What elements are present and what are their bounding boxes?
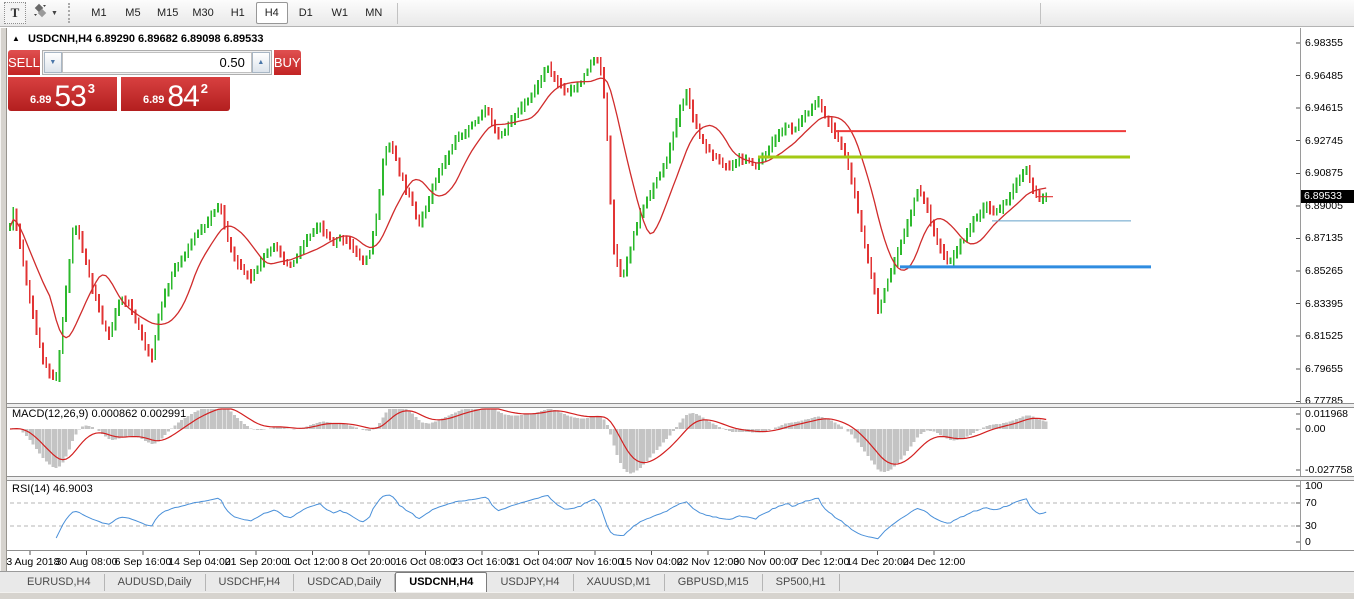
buy-price-pip: 2 xyxy=(200,81,209,96)
time-axis-label: 1 Oct 12:00 xyxy=(285,556,340,568)
price-axis-label: 6.81525 xyxy=(1305,330,1343,343)
chart-tab-audusd[interactable]: AUDUSD,Daily xyxy=(105,574,206,591)
chart-tab-xauusd[interactable]: XAUUSD,M1 xyxy=(574,574,665,591)
time-axis-label: 14 Sep 04:00 xyxy=(168,556,231,568)
rsi-axis-label: 0 xyxy=(1305,536,1311,548)
sell-price-base: 6.89 xyxy=(29,94,52,106)
buy-price-box[interactable]: 6.89 84 2 xyxy=(121,77,230,113)
volume-decrease-button[interactable]: ▼ xyxy=(43,52,62,73)
timeframe-button-m15[interactable]: M15 xyxy=(156,7,179,19)
time-axis-label: 16 Oct 08:00 xyxy=(395,556,456,568)
sell-price-box[interactable]: 6.89 53 3 xyxy=(8,77,117,113)
volume-input[interactable] xyxy=(61,52,252,73)
time-axis-label: 30 Aug 08:00 xyxy=(55,556,118,568)
chart-tab-sp500[interactable]: SP500,H1 xyxy=(763,574,840,591)
price-axis-border xyxy=(1300,28,1301,550)
macd-label: MACD(12,26,9) 0.000862 0.002991 xyxy=(12,408,187,420)
time-axis-label: 24 Dec 12:00 xyxy=(902,556,966,568)
window-bottom-edge xyxy=(0,592,1354,599)
timeframe-button-m5[interactable]: M5 xyxy=(125,7,141,19)
macd-axis-label: 0.00 xyxy=(1305,423,1326,435)
price-axis-label: 6.79655 xyxy=(1305,362,1343,375)
chart-tab-eurusd[interactable]: EURUSD,H4 xyxy=(14,574,105,591)
time-axis-label: 23 Oct 16:00 xyxy=(451,556,513,568)
price-axis-label: 6.83395 xyxy=(1305,297,1343,310)
macd-axis-label: 0.011968 xyxy=(1305,408,1349,420)
panel-divider-rsi[interactable] xyxy=(0,476,1354,481)
buy-price-base: 6.89 xyxy=(142,94,165,106)
chart-tab-usdcad[interactable]: USDCAD,Daily xyxy=(294,574,396,591)
time-axis-label: 6 Sep 16:00 xyxy=(114,556,172,568)
time-axis-label: 22 Nov 12:00 xyxy=(676,556,740,568)
rsi-axis-label: 100 xyxy=(1305,480,1323,492)
time-axis-label: 14 Dec 20:00 xyxy=(846,556,909,568)
chart-title: ▲ USDCNH,H4 6.89290 6.89682 6.89098 6.89… xyxy=(12,33,263,45)
timeframe-button-h1[interactable]: H1 xyxy=(230,7,245,19)
time-axis-border xyxy=(0,550,1354,551)
rsi-axis-label: 70 xyxy=(1305,497,1317,509)
time-axis-label: 8 Oct 20:00 xyxy=(341,556,397,568)
timeframe-button-m1[interactable]: M1 xyxy=(91,7,107,19)
collapse-triangle-icon[interactable]: ▲ xyxy=(12,34,20,43)
arrow-up-icon: ▲ xyxy=(257,59,265,66)
panel-divider-macd[interactable] xyxy=(0,403,1354,408)
price-axis-label: 6.90875 xyxy=(1305,167,1343,180)
one-click-trading-panel: SELL ▼ ▲ BUY 6.89 53 3 6.89 84 2 xyxy=(8,50,301,113)
sell-price-main: 53 xyxy=(54,80,86,113)
sell-button[interactable]: SELL xyxy=(8,50,40,77)
sell-price-pip: 3 xyxy=(87,81,96,96)
time-axis-label: 7 Nov 16:00 xyxy=(566,556,624,568)
time-axis-label: 15 Nov 04:00 xyxy=(620,556,683,568)
text-label-tool-button[interactable]: T xyxy=(4,2,26,24)
price-axis-label: 6.94615 xyxy=(1305,102,1343,115)
timeframe-button-w1[interactable]: W1 xyxy=(331,7,349,19)
price-axis-label: 6.87135 xyxy=(1305,232,1343,245)
price-axis-label: 6.98355 xyxy=(1305,37,1343,49)
diamonds-icon xyxy=(32,3,48,24)
timeframe-button-d1[interactable]: D1 xyxy=(298,7,313,19)
chart-tab-strip: EURUSD,H4 AUDUSD,Daily USDCHF,H4 USDCAD,Dai… xyxy=(0,571,1354,592)
timeframe-button-mn[interactable]: MN xyxy=(365,7,383,19)
chart-ohlc-values: 6.89290 6.89682 6.89098 6.89533 xyxy=(95,33,264,45)
toolbar-grip[interactable] xyxy=(67,3,74,23)
timeframe-button-h4[interactable]: H4 xyxy=(255,2,288,24)
chevron-down-icon: ▼ xyxy=(51,9,58,17)
time-axis-label: 31 Oct 04:00 xyxy=(508,556,569,568)
window-left-edge xyxy=(0,28,7,571)
timeframe-button-m30[interactable]: M30 xyxy=(192,7,214,19)
buy-price-main: 84 xyxy=(167,80,199,113)
chart-tab-usdjpy[interactable]: USDJPY,H4 xyxy=(487,574,574,591)
cursor-tool-button[interactable]: ▼ xyxy=(30,3,60,23)
chart-tab-usdchf[interactable]: USDCHF,H4 xyxy=(206,574,295,591)
volume-increase-button[interactable]: ▲ xyxy=(251,52,270,73)
chart-tab-gbpusd[interactable]: GBPUSD,M15 xyxy=(665,574,763,591)
volume-spinner: ▼ ▲ xyxy=(41,50,272,75)
top-toolbar: T ▼ M1 M5 M15 M30 H1 H4 D1 W1 MN xyxy=(0,0,1354,27)
chart-symbol-period: USDCNH,H4 xyxy=(27,33,93,45)
price-axis-label: 6.92745 xyxy=(1305,134,1343,147)
price-axis-label: 6.96485 xyxy=(1305,69,1343,82)
time-axis-label: 30 Nov 00:00 xyxy=(733,556,796,568)
timeframe-group: M1 M5 M15 M30 H1 H4 D1 W1 MN xyxy=(82,2,391,24)
toolbar-separator-2 xyxy=(1039,2,1041,24)
chart-tab-usdcnh[interactable]: USDCNH,H4 xyxy=(395,572,488,592)
arrow-down-icon: ▼ xyxy=(49,59,57,66)
time-axis-label: 21 Sep 20:00 xyxy=(224,556,288,568)
rsi-label: RSI(14) 46.9003 xyxy=(12,483,93,495)
macd-axis-label: -0.027758 xyxy=(1305,464,1353,476)
current-price-tag: 6.89533 xyxy=(1301,190,1354,203)
time-axis-label: 7 Dec 12:00 xyxy=(792,556,850,568)
time-axis-label: 23 Aug 2018 xyxy=(0,556,60,568)
price-axis-label: 6.85265 xyxy=(1305,265,1343,278)
rsi-axis-label: 30 xyxy=(1305,520,1317,532)
toolbar-separator xyxy=(396,2,398,24)
buy-button[interactable]: BUY xyxy=(273,50,301,77)
